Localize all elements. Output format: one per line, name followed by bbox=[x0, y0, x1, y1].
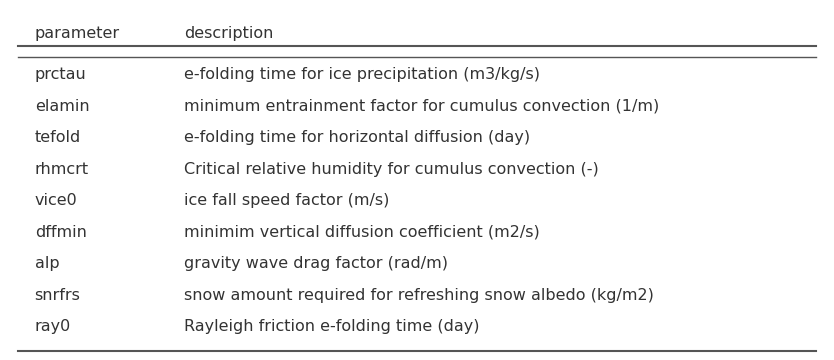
Text: Rayleigh friction e-folding time (day): Rayleigh friction e-folding time (day) bbox=[184, 319, 480, 334]
Text: elamin: elamin bbox=[35, 99, 89, 114]
Text: minimum entrainment factor for cumulus convection (1/m): minimum entrainment factor for cumulus c… bbox=[184, 99, 660, 114]
Text: tefold: tefold bbox=[35, 130, 81, 145]
Text: ice fall speed factor (m/s): ice fall speed factor (m/s) bbox=[184, 193, 389, 208]
Text: e-folding time for horizontal diffusion (day): e-folding time for horizontal diffusion … bbox=[184, 130, 530, 145]
Text: minimim vertical diffusion coefficient (m2/s): minimim vertical diffusion coefficient (… bbox=[184, 225, 540, 240]
Text: ray0: ray0 bbox=[35, 319, 71, 334]
Text: Critical relative humidity for cumulus convection (-): Critical relative humidity for cumulus c… bbox=[184, 162, 599, 177]
Text: parameter: parameter bbox=[35, 26, 120, 41]
Text: snow amount required for refreshing snow albedo (kg/m2): snow amount required for refreshing snow… bbox=[184, 288, 654, 302]
Text: vice0: vice0 bbox=[35, 193, 78, 208]
Text: prctau: prctau bbox=[35, 67, 87, 82]
Text: rhmcrt: rhmcrt bbox=[35, 162, 88, 177]
Text: gravity wave drag factor (rad/m): gravity wave drag factor (rad/m) bbox=[184, 256, 448, 271]
Text: alp: alp bbox=[35, 256, 59, 271]
Text: dffmin: dffmin bbox=[35, 225, 87, 240]
Text: description: description bbox=[184, 26, 274, 41]
Text: snrfrs: snrfrs bbox=[35, 288, 81, 302]
Text: e-folding time for ice precipitation (m3/kg/s): e-folding time for ice precipitation (m3… bbox=[184, 67, 540, 82]
